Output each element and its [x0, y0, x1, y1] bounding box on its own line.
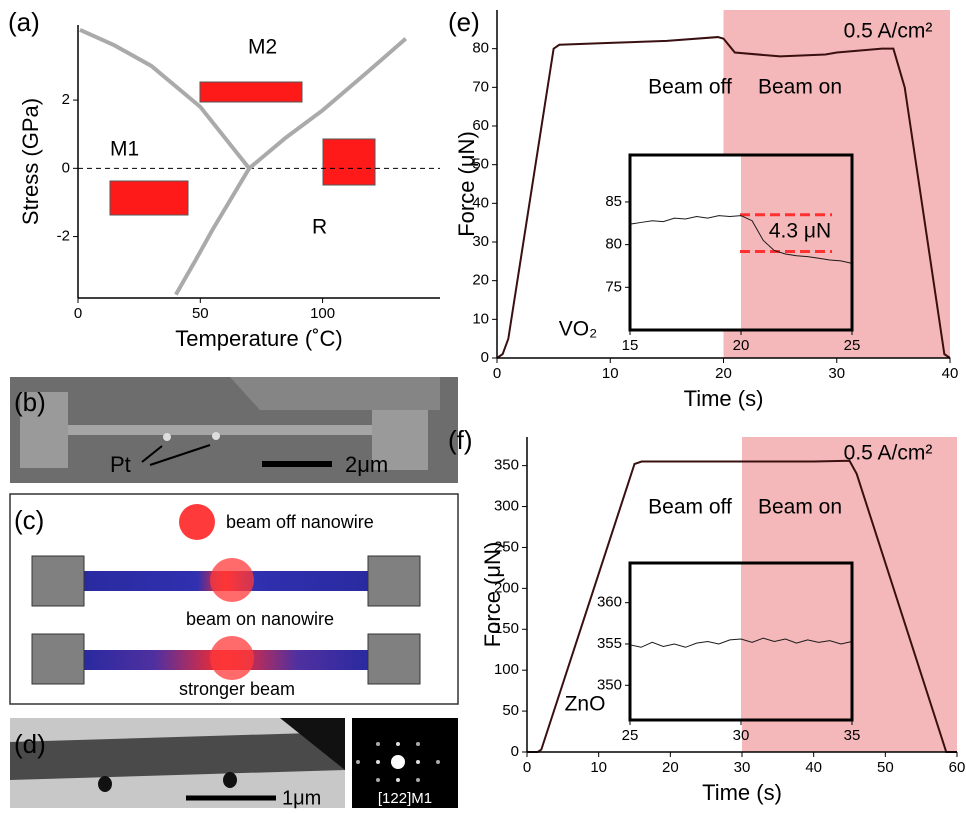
y-tick-label: 85	[605, 193, 622, 210]
y-tick-label: 70	[472, 78, 489, 95]
x-tick-label: 15	[622, 337, 639, 354]
x-tick-label: 40	[805, 759, 822, 776]
tem-image	[10, 718, 458, 808]
y-tick-label: 300	[494, 498, 519, 515]
y-tick-label: 10	[472, 310, 489, 327]
annotation: Beam on	[758, 76, 842, 99]
x-tick-label: 25	[844, 337, 861, 354]
schematic-label: beam on nanowire	[186, 609, 334, 629]
y-tick-label: -2	[57, 228, 70, 245]
y-tick-label: 150	[494, 620, 519, 637]
x-tick-label: 50	[192, 305, 209, 322]
data-line	[174, 37, 408, 296]
y-tick-label: 30	[472, 233, 489, 250]
x-tick-label: 100	[310, 305, 335, 322]
annotation: VO₂	[559, 318, 598, 341]
schematic-label: stronger beam	[179, 679, 295, 699]
annotation: 4.3 μN	[769, 220, 831, 243]
y-tick-label: 100	[494, 661, 519, 678]
x-tick-label: 20	[733, 337, 750, 354]
y-tick-label: 355	[597, 635, 622, 652]
phase-box	[199, 81, 303, 103]
schematic	[9, 493, 459, 705]
annotation: Beam off	[648, 496, 732, 519]
annotation: 0.5 A/cm²	[844, 442, 933, 465]
x-tick-label: 0	[493, 365, 501, 382]
x-tick-label: 60	[949, 759, 966, 776]
phase-box	[322, 138, 376, 186]
y-tick-label: 80	[472, 40, 489, 57]
y-tick-label: 350	[597, 676, 622, 693]
y-tick-label: 80	[605, 236, 622, 253]
x-tick-label: 40	[942, 365, 959, 382]
data-line	[629, 215, 853, 264]
x-tick-label: 30	[733, 727, 750, 744]
y-tick-label: 360	[597, 594, 622, 611]
annotation: M2	[248, 36, 277, 59]
y-tick-label: 0	[62, 159, 70, 176]
y-tick-label: 75	[605, 278, 622, 295]
y-tick-label: 60	[472, 117, 489, 134]
pt-label: Pt	[110, 452, 131, 477]
y-tick-label: 0	[481, 349, 489, 366]
x-tick-label: 0	[523, 759, 531, 776]
x-tick-label: 35	[844, 727, 861, 744]
y-tick-label: 350	[494, 457, 519, 474]
panel-label: (f)	[448, 425, 473, 455]
x-tick-label: 10	[590, 759, 607, 776]
y-tick-label: 50	[502, 702, 519, 719]
panel-label: (c)	[14, 505, 44, 535]
y-tick-label: 50	[472, 156, 489, 173]
y-axis-title: Stress (GPa)	[18, 98, 43, 225]
zone-label: [122]M1	[378, 790, 432, 807]
x-tick-label: 30	[734, 759, 751, 776]
beam-region	[741, 563, 852, 720]
x-tick-label: 50	[877, 759, 894, 776]
x-axis-title: Time (s)	[684, 386, 764, 411]
y-tick-label: 40	[472, 194, 489, 211]
data-line	[527, 459, 957, 753]
schematic-label: beam off nanowire	[226, 512, 374, 532]
annotation: M1	[110, 138, 139, 161]
annotation: 0.5 A/cm²	[844, 20, 933, 43]
x-tick-label: 10	[602, 365, 619, 382]
beam-region	[741, 155, 852, 330]
annotation: ZnO	[565, 693, 606, 716]
phase-box	[109, 180, 189, 216]
x-tick-label: 20	[662, 759, 679, 776]
data-line	[629, 637, 853, 648]
x-tick-label: 0	[74, 305, 82, 322]
x-tick-label: 25	[622, 727, 639, 744]
y-tick-label: 250	[494, 538, 519, 555]
data-line	[79, 27, 251, 170]
data-line	[496, 36, 951, 359]
panel-label: (a)	[8, 7, 40, 37]
sem-image	[10, 377, 458, 483]
annotation: Beam off	[648, 76, 732, 99]
x-axis-title: Temperature (˚C)	[175, 326, 342, 351]
x-axis-title: Time (s)	[702, 780, 782, 805]
annotation: R	[312, 216, 327, 239]
panel-label: (e)	[448, 7, 480, 37]
y-tick-label: 20	[472, 272, 489, 289]
scale-label: 1μm	[282, 787, 321, 809]
x-tick-label: 20	[715, 365, 732, 382]
y-tick-label: 200	[494, 579, 519, 596]
x-tick-label: 30	[828, 365, 845, 382]
y-tick-label: 2	[62, 91, 70, 108]
y-axis-title: Force (μN)	[454, 131, 479, 237]
y-axis-title: Force (μN)	[480, 542, 505, 648]
panel-label: (d)	[14, 729, 46, 759]
panel-label: (b)	[14, 387, 46, 417]
y-tick-label: 0	[511, 743, 519, 760]
annotation: Beam on	[758, 496, 842, 519]
scale-label: 2μm	[345, 452, 388, 477]
